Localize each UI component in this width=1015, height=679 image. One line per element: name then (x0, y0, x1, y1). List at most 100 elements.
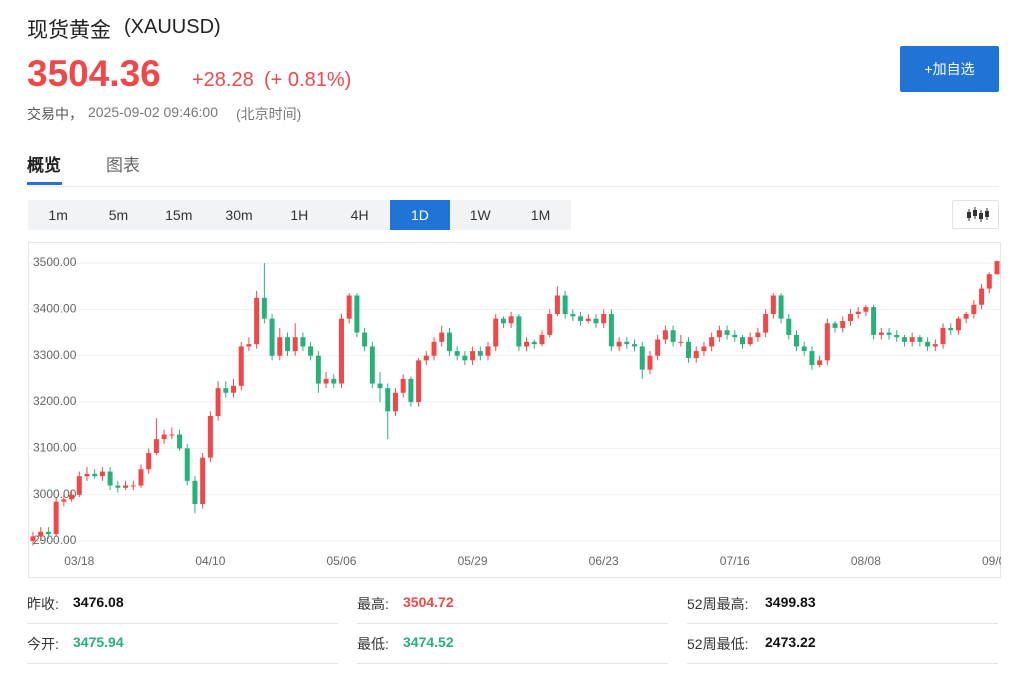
stat-value: 3475.94 (73, 634, 124, 650)
candle-body (570, 314, 576, 317)
candle-body (801, 346, 807, 352)
candle-body (69, 494, 75, 500)
period-button[interactable]: 1m (48, 207, 68, 223)
candle-body (138, 469, 144, 486)
candle-body (99, 471, 105, 477)
y-tick-label: 3400.00 (33, 302, 77, 316)
candle-body (724, 330, 730, 335)
candle-body (369, 346, 375, 384)
candle-body (778, 295, 784, 319)
candle-body (408, 378, 414, 403)
candle-body (709, 337, 715, 347)
candle-body (107, 471, 113, 486)
candle-body (986, 274, 992, 289)
candle-body (123, 485, 129, 488)
candle-body (562, 295, 568, 315)
period-button[interactable]: 1D (389, 200, 451, 230)
y-tick-label: 3300.00 (33, 348, 77, 362)
period-button[interactable]: 1W (469, 207, 491, 223)
candle-body (184, 448, 190, 481)
candle-body (979, 288, 985, 305)
x-tick-label: 06/23 (589, 554, 619, 568)
candle-body (755, 332, 761, 338)
time: 2025-09-02 09:46:00 (88, 104, 218, 120)
candle-body (832, 323, 838, 328)
candle-body (169, 434, 175, 436)
candle-body (948, 327, 954, 331)
candle-body (485, 346, 491, 356)
stat-label: 昨收: (27, 596, 59, 612)
candle-body (917, 337, 923, 342)
stat-value-text: 3475.94 (73, 634, 124, 650)
x-tick-label: 09/02 (982, 554, 1001, 568)
candle-body (940, 327, 946, 345)
stat-label: 今开: (27, 636, 59, 652)
candle-body (716, 330, 722, 338)
candle-body (817, 360, 823, 365)
stat-value: 3504.72 (403, 594, 454, 610)
stat-value-text: 3474.52 (403, 634, 454, 650)
candle-body (909, 337, 915, 342)
candle-body (246, 344, 252, 347)
candle-body (678, 341, 684, 343)
candle-body (670, 330, 676, 342)
candle-body (146, 453, 152, 470)
candle-body (539, 334, 545, 345)
candle-body (925, 341, 931, 347)
candle-body (616, 341, 622, 347)
candle-body (338, 318, 344, 384)
candle-body (855, 311, 861, 315)
period-button[interactable]: 4H (350, 207, 369, 223)
divider (687, 663, 998, 664)
candle-body (423, 355, 429, 361)
candle-body (971, 304, 977, 315)
stat-value-text: 3476.08 (73, 594, 124, 610)
chart-type-button[interactable] (952, 200, 999, 229)
candle-body (531, 341, 537, 345)
period-button[interactable]: 30m (225, 207, 253, 223)
candle-body (45, 531, 51, 535)
stat-value-text: 3504.72 (403, 594, 454, 610)
y-tick-label: 3100.00 (33, 441, 77, 455)
add-watchlist-button[interactable]: +加自选 (900, 46, 999, 92)
candle-body (693, 351, 699, 359)
title: 现货黄金 (27, 19, 111, 42)
x-tick-label: 05/06 (326, 554, 356, 568)
candle-body (53, 501, 59, 535)
y-tick-label: 2900.00 (33, 533, 77, 547)
candle-body (300, 337, 306, 347)
stat-label: 最低: (357, 636, 389, 652)
candle-body (462, 355, 468, 361)
period-button[interactable]: 1M (530, 207, 551, 223)
chart-frame (28, 242, 1001, 578)
candle-body (354, 295, 360, 333)
stat-value: 2473.22 (765, 634, 816, 650)
separator (27, 186, 999, 187)
candle-body (38, 531, 44, 537)
candle-body (732, 334, 738, 338)
tab[interactable]: 图表 (106, 156, 140, 175)
candle-body (608, 314, 614, 347)
candle-body (516, 316, 522, 347)
period-button[interactable]: 5m (108, 207, 129, 223)
candle-body (894, 334, 900, 338)
period-button[interactable]: 15m (165, 207, 193, 223)
stat-value-text: 3499.83 (765, 594, 816, 610)
candle-body (115, 485, 121, 488)
period-button[interactable]: 1H (290, 207, 309, 223)
candle-body (647, 355, 653, 370)
candle-body (130, 485, 136, 487)
candle-body (585, 318, 591, 321)
candle-body (554, 295, 560, 315)
candle-body (207, 415, 213, 458)
stat-value: 3499.83 (765, 594, 816, 610)
candlestick-chart: 2900.00 3000.00 3100.00 3200.00 3300.00 3400.… (28, 242, 1001, 578)
candle-body (400, 378, 406, 393)
stat-label: 52周最高: (687, 596, 749, 612)
candle-body (508, 316, 514, 324)
x-tick-label: 04/10 (195, 554, 225, 568)
stat-value-text: 2473.22 (765, 634, 816, 650)
divider (687, 623, 998, 624)
candle-body (547, 314, 553, 335)
tab[interactable]: 概览 (27, 156, 61, 175)
